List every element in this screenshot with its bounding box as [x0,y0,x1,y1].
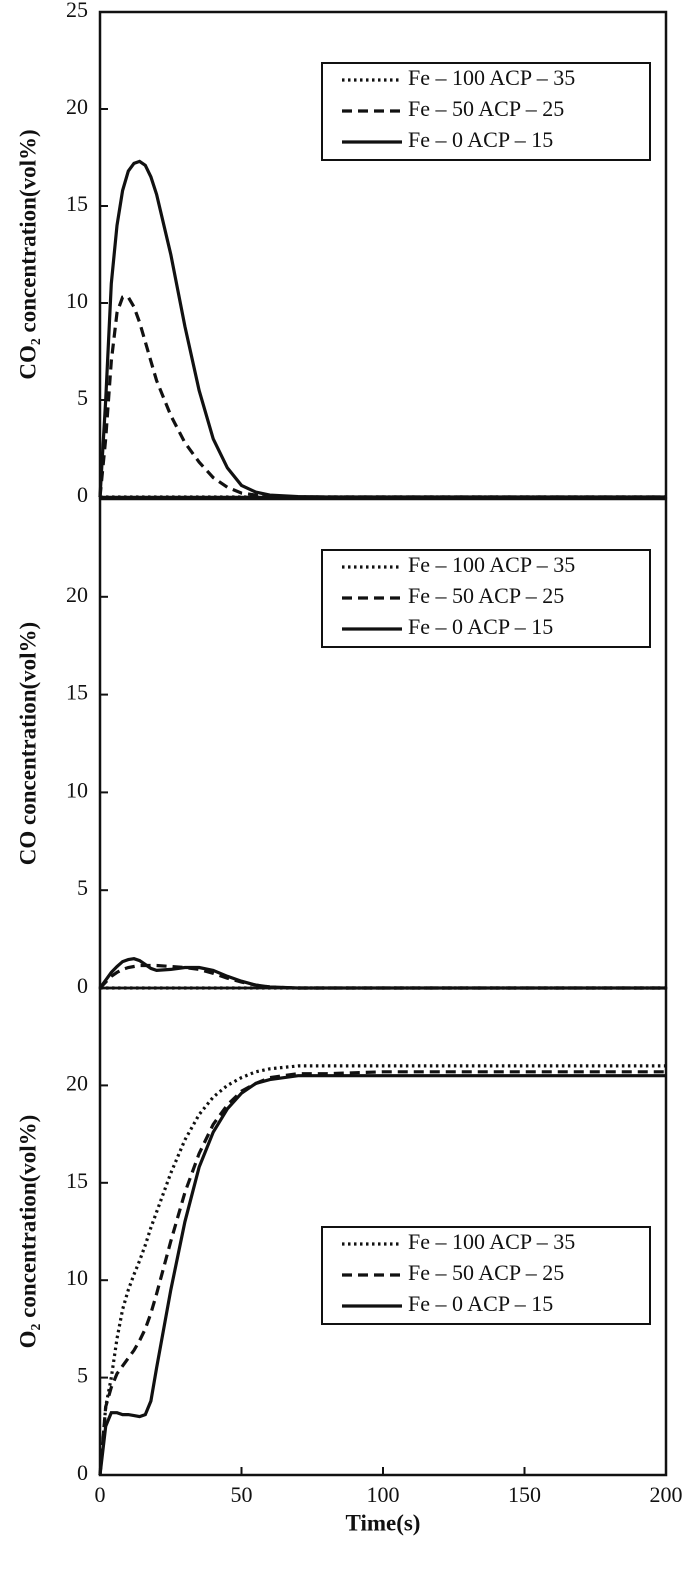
y-tick-label: 10 [66,288,88,313]
x-tick-label: 150 [508,1482,541,1507]
y-tick-label: 0 [77,973,88,998]
legend-label: Fe – 0 ACP – 15 [408,127,553,152]
x-tick-label: 0 [95,1482,106,1507]
plot-frame [98,10,668,499]
y-tick-label: 5 [77,385,88,410]
y-tick-label: 15 [66,680,88,705]
legend-label: Fe – 100 ACP – 35 [408,1229,575,1254]
y-tick-label: 15 [66,1168,88,1193]
y-tick-label: 25 [66,0,88,22]
legend-label: Fe – 50 ACP – 25 [408,96,564,121]
y-tick-label: 10 [66,1265,88,1290]
y-axis-label: CO concentration(vol%) [15,622,40,865]
series-line [98,1064,666,1476]
y-axis-label: CO₂ concentration(vol%) [15,129,40,379]
y-tick-label: 5 [77,1363,88,1388]
legend-label: Fe – 0 ACP – 15 [408,1291,553,1316]
y-tick-label: 0 [77,482,88,507]
legend-label: Fe – 50 ACP – 25 [408,1260,564,1285]
y-tick-label: 15 [66,191,88,216]
legend-label: Fe – 100 ACP – 35 [408,65,575,90]
y-axis-label: O₂ concentration(vol%) [15,1115,40,1349]
series-line [98,1074,666,1476]
legend-label: Fe – 100 ACP – 35 [408,552,575,577]
y-tick-label: 20 [66,94,88,119]
y-tick-label: 5 [77,875,88,900]
x-tick-label: 100 [367,1482,400,1507]
x-tick-label: 50 [231,1482,253,1507]
series-line [98,957,666,990]
y-tick-label: 10 [66,777,88,802]
y-tick-label: 20 [66,582,88,607]
series-line [98,1070,666,1476]
y-tick-label: 0 [77,1460,88,1485]
y-tick-label: 20 [66,1070,88,1095]
plot-frame [98,986,668,1477]
legend-label: Fe – 0 ACP – 15 [408,614,553,639]
series-line [98,159,666,499]
legend-label: Fe – 50 ACP – 25 [408,583,564,608]
x-axis-label: Time(s) [346,1510,421,1535]
x-tick-label: 200 [650,1482,683,1507]
